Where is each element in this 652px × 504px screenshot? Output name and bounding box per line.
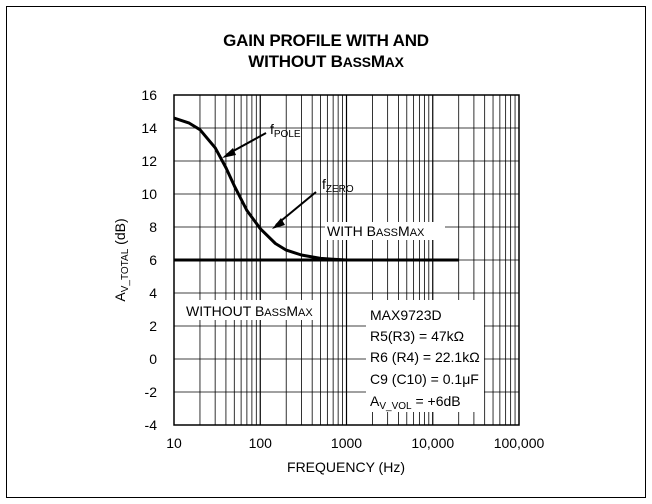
f-pole-arrowhead	[222, 148, 236, 158]
y-tick-labels: 16 14 12 10 8 6 4 2 0 -2 -4	[141, 87, 157, 433]
y-tick-label: 14	[141, 120, 157, 136]
f-pole-annotation: fPOLE	[222, 121, 301, 158]
f-pole-label: fPOLE	[270, 121, 301, 140]
y-tick-label: 8	[149, 219, 157, 235]
x-tick-label: 10	[166, 435, 182, 451]
f-zero-annotation: fZERO	[272, 176, 354, 229]
x-tick-label: 100	[249, 435, 273, 451]
with-label-bg	[325, 222, 445, 240]
y-tick-label: 10	[141, 186, 157, 202]
series-lines	[173, 116, 459, 262]
x-tick-label: 1000	[331, 435, 362, 451]
spec-part-number: MAX9723D	[370, 307, 442, 323]
f-zero-arrowhead	[272, 218, 285, 229]
chart-title-line1: GAIN PROFILE WITH AND	[223, 31, 429, 50]
y-tick-label: -2	[145, 384, 158, 400]
y-axis-label: AV_TOTAL (dB)	[112, 218, 131, 301]
with-bassmax-label: WITH BASSMAX	[327, 223, 425, 239]
y-tick-label: 2	[149, 318, 157, 334]
x-axis-label: FREQUENCY (Hz)	[287, 459, 405, 475]
spec-box: MAX9723D R5(R3) = 47kΩ R6 (R4) = 22.1kΩ …	[366, 300, 484, 412]
chart-title-line2: WITHOUT BASSMAX	[248, 52, 404, 71]
figure-frame	[6, 6, 646, 498]
y-tick-label: 16	[141, 87, 157, 103]
y-tick-label: -4	[145, 417, 158, 433]
without-bassmax-label: WITHOUT BASSMAX	[186, 303, 313, 319]
x-tick-label: 100,000	[494, 435, 545, 451]
without-label-bg	[182, 300, 317, 320]
x-tick-labels: 10 100 1000 10,000 100,000	[166, 435, 544, 451]
y-tick-label: 6	[149, 252, 157, 268]
spec-r5: R5(R3) = 47kΩ	[370, 328, 464, 344]
y-tick-label: 0	[149, 351, 157, 367]
y-tick-label: 12	[141, 153, 157, 169]
x-tick-label: 10,000	[411, 435, 454, 451]
spec-c9: C9 (C10) = 0.1μF	[370, 371, 479, 387]
spec-r6: R6 (R4) = 22.1kΩ	[370, 349, 480, 365]
chart-title: GAIN PROFILE WITH AND WITHOUT BASSMAX	[0, 30, 652, 73]
y-tick-label: 4	[149, 285, 157, 301]
f-zero-arrow-line	[275, 191, 317, 226]
